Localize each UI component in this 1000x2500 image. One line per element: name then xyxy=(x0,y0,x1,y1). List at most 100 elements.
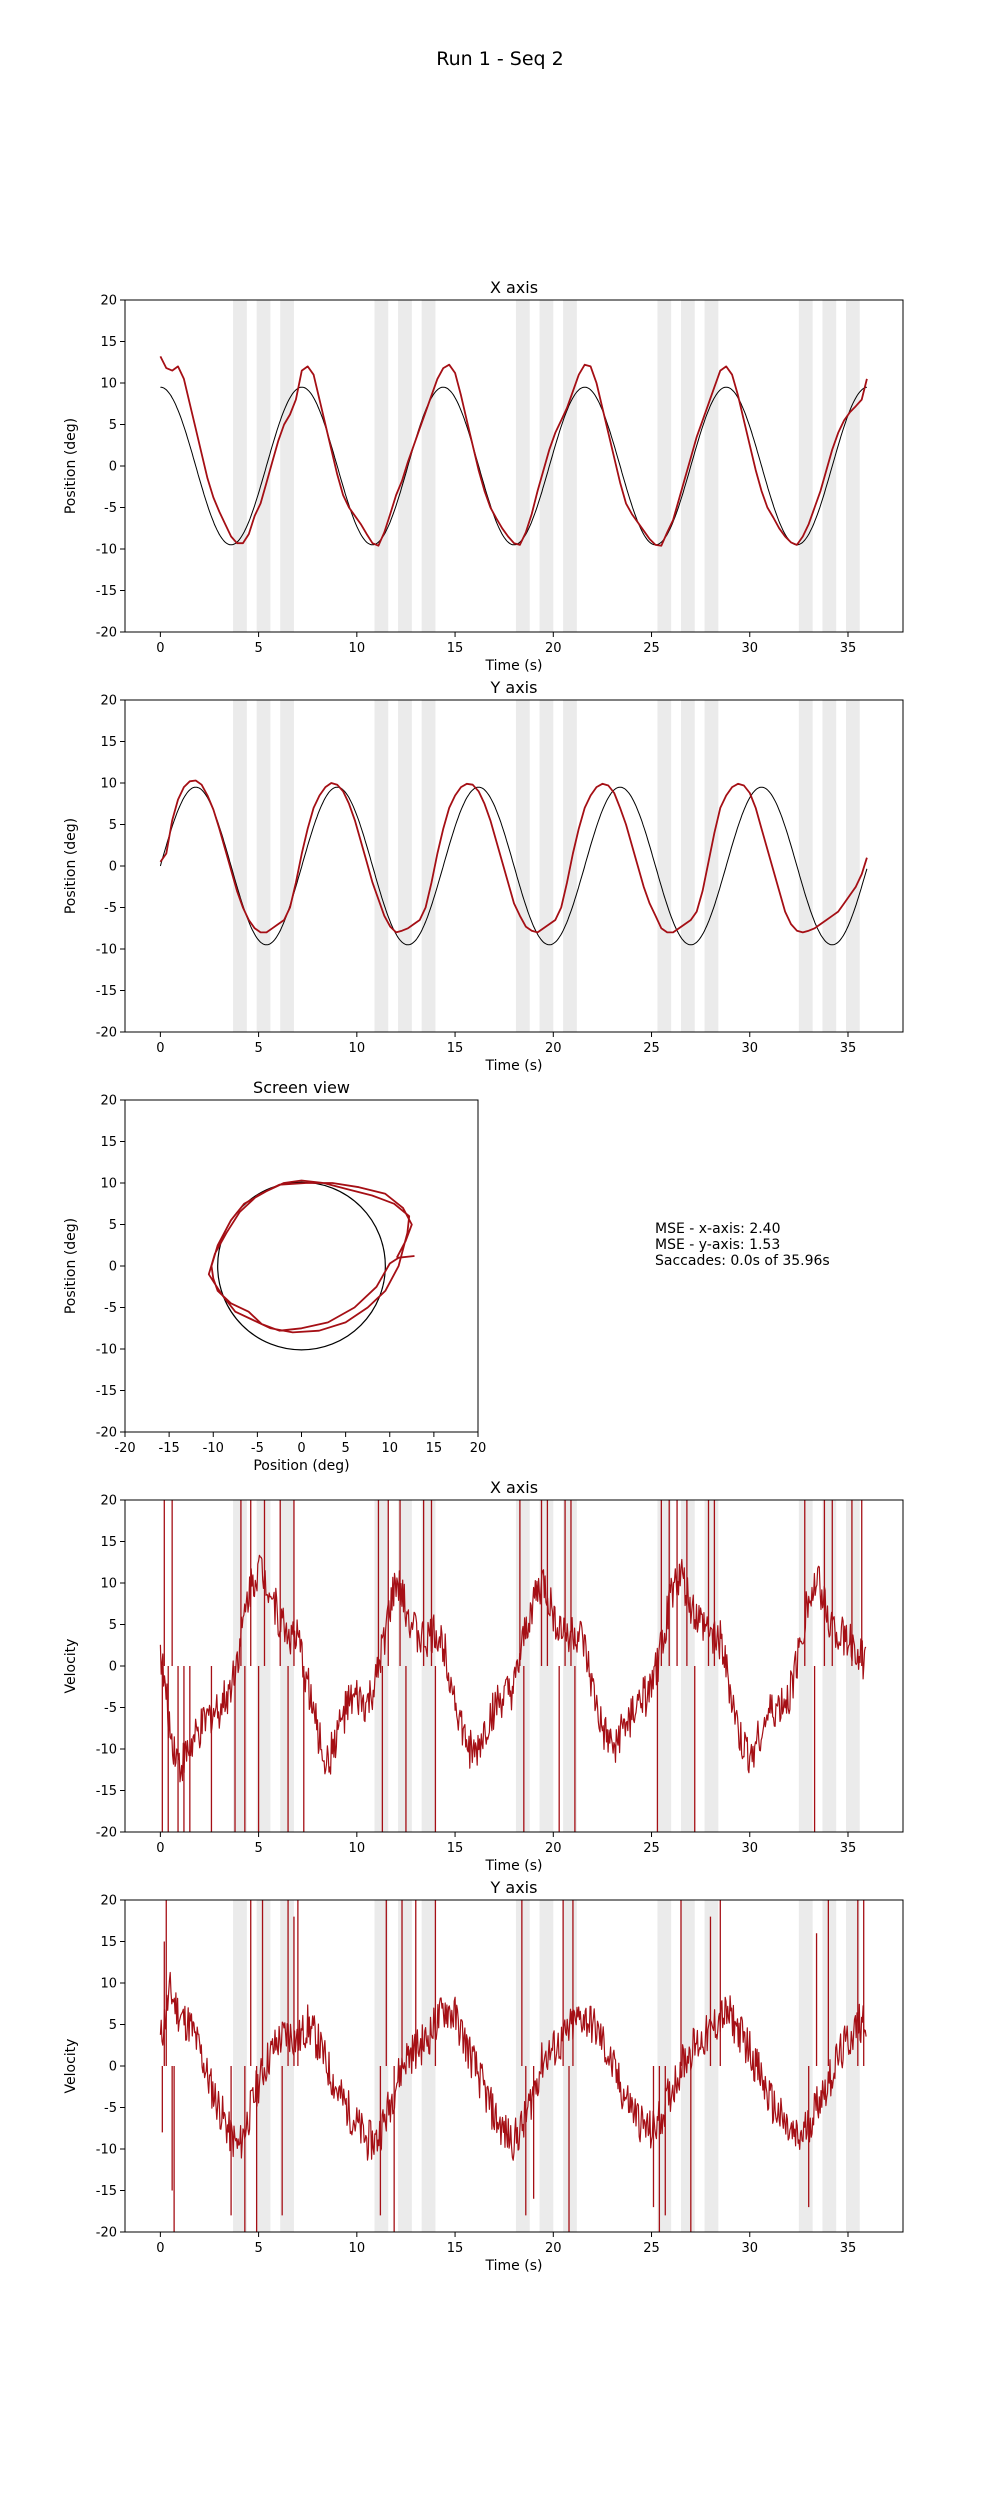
y-tick-label: -20 xyxy=(96,1826,117,1841)
saccade-band xyxy=(798,700,813,1032)
x-tick-label: -5 xyxy=(251,1441,264,1456)
y-tick-label: -20 xyxy=(96,2226,117,2241)
x-tick-label: 20 xyxy=(545,2241,562,2256)
saccade-band xyxy=(421,700,436,1032)
saccade-band xyxy=(233,1500,247,1832)
x-tick-label: 5 xyxy=(254,641,262,656)
x-axis-label: Time (s) xyxy=(485,2258,543,2274)
saccade-band xyxy=(704,1900,719,2232)
y-tick-label: -10 xyxy=(96,943,117,958)
y-tick-label: -5 xyxy=(104,501,117,516)
velocity-x-panel: 0 5 10 15 20 25 30 35 -20 -15 -10 -5 0 5 10 15 20 X axis T… xyxy=(63,1478,904,1874)
velocity-y-panel: 0 5 10 15 20 25 30 35 -20 -15 -10 -5 0 5 10 15 20 Y axis T… xyxy=(63,1878,904,2274)
y-axis-label: Position (deg) xyxy=(63,418,79,514)
y-tick-label: -15 xyxy=(96,984,117,999)
saccade-band xyxy=(798,1900,813,2232)
x-tick-label: 15 xyxy=(447,2241,464,2256)
x-tick-label: -15 xyxy=(159,1441,180,1456)
saccade-band xyxy=(704,1500,719,1832)
y-tick-label: -5 xyxy=(104,1701,117,1716)
y-axis-label: Velocity xyxy=(63,2039,79,2094)
x-tick-label: 5 xyxy=(254,1041,262,1056)
saccade-band xyxy=(798,300,813,632)
y-tick-label: -5 xyxy=(104,901,117,916)
saccade-band xyxy=(680,1500,695,1832)
x-tick-label: 20 xyxy=(545,1841,562,1856)
x-tick-label: 10 xyxy=(349,1841,366,1856)
y-tick-label: 10 xyxy=(100,1177,117,1192)
gaze-line xyxy=(159,355,868,547)
gaze-line xyxy=(159,779,868,934)
target-line xyxy=(159,786,868,946)
gaze-line xyxy=(207,1179,415,1334)
axes-title: X axis xyxy=(490,1478,538,1497)
saccade-band xyxy=(846,300,860,632)
position-x-panel: 0 5 10 15 20 25 30 35 -20 -15 -10 -5 0 5 10 15 20 X axis T… xyxy=(63,278,904,674)
saccade-band xyxy=(539,700,554,1032)
y-tick-label: 15 xyxy=(100,335,117,350)
target-circle xyxy=(217,1181,386,1351)
y-tick-label: -20 xyxy=(96,1426,117,1441)
x-tick-label: -20 xyxy=(114,1441,135,1456)
x-tick-label: 10 xyxy=(349,641,366,656)
saccade-band xyxy=(846,700,860,1032)
x-tick-label: 10 xyxy=(349,2241,366,2256)
y-axis-label: Velocity xyxy=(63,1639,79,1694)
x-axis-label: Time (s) xyxy=(485,1058,543,1074)
saccade-band xyxy=(539,300,554,632)
axes-title: Screen view xyxy=(253,1078,350,1097)
saccade-band xyxy=(280,300,294,632)
y-tick-label: 0 xyxy=(109,460,117,475)
y-tick-label: -10 xyxy=(96,2143,117,2158)
axes-title: X axis xyxy=(490,278,538,297)
y-tick-label: -20 xyxy=(96,1026,117,1041)
x-tick-label: 15 xyxy=(447,1841,464,1856)
x-tick-label: 35 xyxy=(840,641,857,656)
y-tick-label: -20 xyxy=(96,626,117,641)
stats-mse-x: MSE - x-axis: 2.40 xyxy=(655,1221,781,1237)
x-tick-label: 5 xyxy=(254,2241,262,2256)
x-tick-label: 25 xyxy=(643,1041,660,1056)
x-tick-label: 15 xyxy=(447,1041,464,1056)
saccade-band xyxy=(256,300,271,632)
x-tick-label: 10 xyxy=(381,1441,398,1456)
gaze-line xyxy=(159,1554,867,1783)
x-tick-label: 10 xyxy=(349,1041,366,1056)
y-tick-label: 10 xyxy=(100,377,117,392)
y-tick-label: 15 xyxy=(100,1935,117,1950)
y-tick-label: 10 xyxy=(100,1577,117,1592)
saccade-band xyxy=(515,700,530,1032)
y-tick-label: 20 xyxy=(100,1894,117,1909)
saccade-band xyxy=(233,300,247,632)
x-tick-label: 0 xyxy=(297,1441,305,1456)
y-tick-label: 0 xyxy=(109,860,117,875)
saccade-band xyxy=(704,700,719,1032)
axes-frame xyxy=(124,1099,479,1433)
saccade-band xyxy=(256,1500,271,1832)
saccade-band xyxy=(398,300,412,632)
y-tick-label: 5 xyxy=(109,1218,117,1233)
x-tick-label: 30 xyxy=(741,1041,758,1056)
saccade-band xyxy=(421,300,436,632)
x-tick-label: 5 xyxy=(341,1441,349,1456)
x-tick-label: 25 xyxy=(643,2241,660,2256)
x-tick-label: 25 xyxy=(643,1841,660,1856)
gaze-line xyxy=(159,1971,867,2161)
saccade-band xyxy=(256,700,271,1032)
y-tick-label: 20 xyxy=(100,1494,117,1509)
stats-panel: MSE - x-axis: 2.40 MSE - y-axis: 1.53 Sa… xyxy=(655,1221,830,1269)
y-tick-label: 15 xyxy=(100,1135,117,1150)
y-tick-label: -15 xyxy=(96,584,117,599)
y-axis-label: Position (deg) xyxy=(63,1218,79,1314)
saccade-band xyxy=(563,1500,577,1832)
saccade-band xyxy=(563,300,577,632)
x-tick-label: 25 xyxy=(643,641,660,656)
y-axis-label: Position (deg) xyxy=(63,818,79,914)
x-axis-label: Time (s) xyxy=(485,658,543,674)
x-tick-label: 0 xyxy=(156,1841,164,1856)
saccade-band xyxy=(657,300,672,632)
y-tick-label: -5 xyxy=(104,1301,117,1316)
saccade-band xyxy=(233,700,247,1032)
x-tick-label: 35 xyxy=(840,2241,857,2256)
